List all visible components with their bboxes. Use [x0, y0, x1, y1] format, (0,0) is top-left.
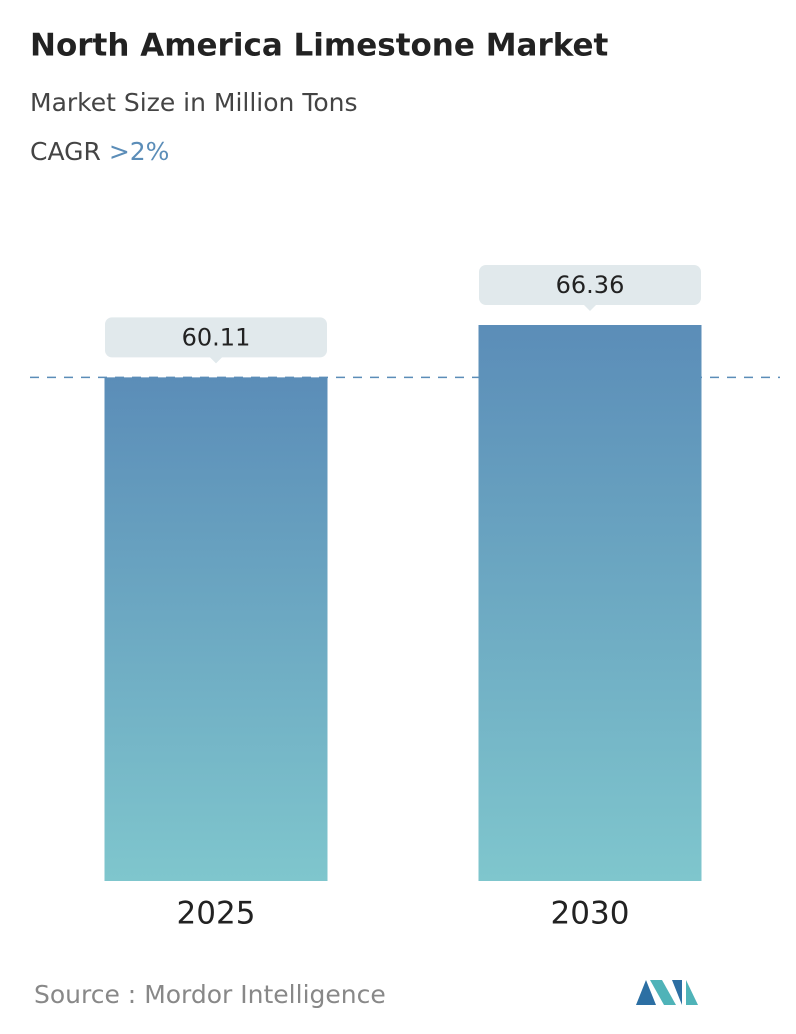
source-name: Mordor Intelligence	[144, 980, 386, 1009]
bar	[104, 377, 328, 881]
chart-subtitle: Market Size in Million Tons	[30, 88, 358, 117]
chart-title: North America Limestone Market	[30, 28, 609, 64]
callout-pointer	[209, 356, 223, 364]
value-callout	[105, 317, 327, 358]
cagr-value: >2%	[109, 137, 170, 166]
logo	[636, 980, 698, 1005]
source: Source : Mordor Intelligence	[34, 980, 386, 1009]
cagr: CAGR >2%	[30, 137, 169, 166]
value-label: 60.11	[182, 323, 251, 351]
value-label: 66.36	[556, 271, 625, 299]
source-label: Source :	[34, 980, 136, 1009]
value-callout	[479, 265, 701, 305]
x-tick-label: 2030	[551, 896, 630, 932]
x-tick-label: 2025	[177, 896, 256, 932]
bar	[478, 325, 702, 881]
callout-pointer	[583, 304, 597, 311]
cagr-label: CAGR	[30, 137, 101, 166]
